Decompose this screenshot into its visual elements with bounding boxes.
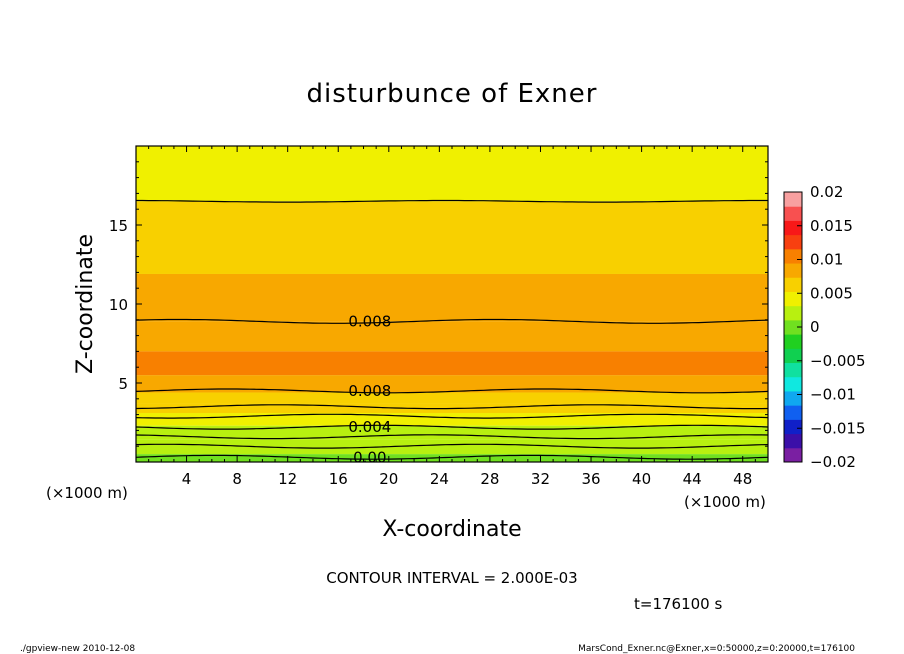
colorbar-swatch-4 [784, 390, 802, 406]
field-band-3 [136, 413, 768, 426]
colorbar-swatch-13 [784, 263, 802, 278]
colorbar-tick-label-2: 0.01 [810, 251, 843, 269]
field-band-5 [136, 392, 768, 404]
colorbar-tick-label-0: 0.02 [810, 183, 843, 201]
colorbar-swatch-14 [784, 248, 802, 264]
colorbar-tick-label-4: 0 [810, 318, 820, 336]
x-tick-label-44: 44 [683, 470, 702, 488]
y-unit-right: (×1000 m) [684, 493, 766, 511]
x-tick-label-12: 12 [278, 470, 297, 488]
contour-line-6 [135, 388, 769, 394]
contour-line-3 [135, 424, 769, 430]
x-tick-label-28: 28 [480, 470, 499, 488]
x-tick-label-20: 20 [379, 470, 398, 488]
contour-interval-note: CONTOUR INTERVAL = 2.000E-03 [326, 569, 577, 587]
colorbar-tick-label-3: 0.005 [810, 284, 853, 302]
y-axis: 5 10 15 [109, 161, 768, 447]
colorbar-swatch-7 [784, 348, 802, 364]
contour-line-8 [136, 199, 768, 203]
colorbar-tick-label-1: 0.015 [810, 217, 853, 235]
colorbar-swatch-18 [784, 192, 802, 207]
field-band-0 [136, 454, 768, 462]
contour-label-7: 0.008 [348, 312, 391, 330]
contour-label-0: 0.00 [353, 448, 386, 466]
field-band-11 [136, 146, 768, 202]
contour-labels: 0.00 0.004 0.008 0.008 [348, 312, 391, 466]
contour-line-7 [135, 318, 769, 324]
x-tick-label-8: 8 [232, 470, 242, 488]
field-band-7 [136, 351, 768, 376]
contour-line-2 [135, 434, 769, 440]
colorbar-swatch-0 [784, 447, 802, 463]
x-tick-label-36: 36 [581, 470, 600, 488]
x-unit-left: (×1000 m) [46, 484, 128, 502]
colorbar-tick-label-6: −0.01 [810, 386, 856, 404]
colorbar-swatch-6 [784, 362, 802, 378]
x-tick-label-40: 40 [632, 470, 651, 488]
x-tick-label-48: 48 [733, 470, 752, 488]
colorbar-swatch-3 [784, 405, 802, 420]
colorbar-swatch-8 [784, 334, 802, 349]
colorbar-tick-label-5: −0.005 [810, 352, 866, 370]
colorbar-tick-label-8: −0.02 [810, 453, 856, 471]
colorbar-swatch-1 [784, 433, 802, 449]
colorbar-swatch-11 [784, 291, 802, 307]
contour-label-6: 0.008 [348, 382, 391, 400]
x-tick-label-32: 32 [531, 470, 550, 488]
contour-line-1 [135, 443, 769, 449]
field-band-6 [136, 375, 768, 393]
contour-line-4 [135, 413, 769, 419]
field-band-8 [136, 321, 768, 352]
y-axis-title: Z-coordinate [73, 234, 98, 374]
field-band-2 [136, 425, 768, 440]
footer-left: ./gpview-new 2010-12-08 [20, 644, 135, 654]
colorbar-swatch-9 [784, 319, 802, 335]
colorbar-tick-label-7: −0.015 [810, 419, 866, 437]
y-tick-label-10: 10 [109, 296, 128, 314]
colorbar-swatch-15 [784, 234, 802, 250]
y-tick-label-15: 15 [109, 217, 128, 235]
contour-line-5 [135, 404, 769, 410]
x-axis-title: X-coordinate [382, 517, 521, 542]
x-tick-label-4: 4 [182, 470, 192, 488]
contour-label-3: 0.004 [348, 418, 391, 436]
contour-line-0 [135, 454, 769, 460]
x-axis: 4 8 12 16 20 24 28 32 36 40 44 48 [148, 146, 756, 488]
x-tick-label-16: 16 [329, 470, 348, 488]
field-band-1 [136, 439, 768, 455]
colorbar: 0.02 0.015 0.01 0.005 0 −0.005 −0.01 −0.015 −0.0… [783, 183, 866, 471]
chart-title: disturbunce of Exner [307, 79, 598, 109]
colorbar-swatch-10 [784, 305, 802, 321]
colorbar-swatch-17 [784, 206, 802, 221]
colorbar-swatch-2 [784, 419, 802, 435]
colorbar-swatch-12 [784, 277, 802, 292]
x-tick-label-24: 24 [430, 470, 449, 488]
time-stamp: t=176100 s [634, 595, 722, 613]
colorbar-swatch-5 [784, 376, 802, 392]
y-tick-label-5: 5 [118, 375, 128, 393]
field-band-10 [136, 201, 768, 274]
contour-lines [135, 199, 769, 460]
footer-right: MarsCond_Exner.nc@Exner,x=0:50000,z=0:20… [578, 644, 855, 654]
colorbar-swatch-16 [784, 220, 802, 236]
field-band-9 [136, 273, 768, 322]
